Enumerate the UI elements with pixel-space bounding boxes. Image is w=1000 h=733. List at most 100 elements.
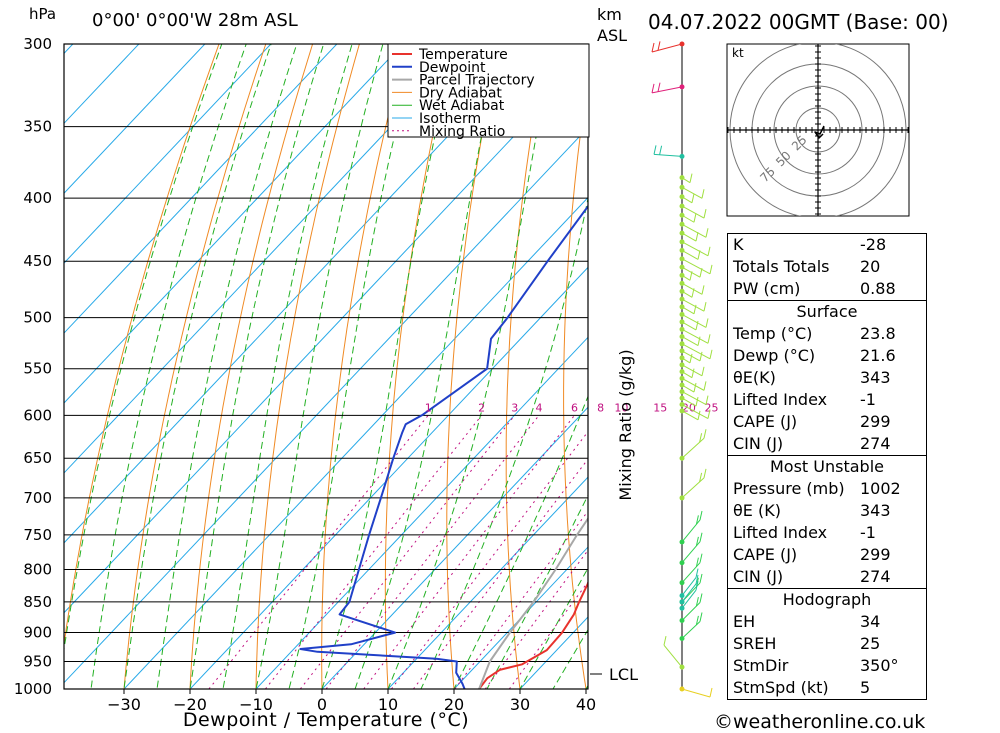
general-row: Totals Totals 20 — [728, 256, 926, 278]
hodo-value: 25 — [860, 634, 881, 653]
wind-barb-flag — [703, 208, 707, 219]
isotherm-line — [64, 44, 404, 404]
datetime-label: 04.07.2022 00GMT (Base: 00) — [648, 10, 949, 34]
wind-barb-staff — [681, 410, 699, 421]
general-label: Totals Totals — [733, 257, 830, 276]
wet-adiabat-line — [255, 44, 384, 689]
surface-value: 299 — [860, 412, 891, 431]
wind-barb-flag — [691, 368, 695, 378]
wind-barb-flag — [689, 271, 693, 281]
y-tick-label: 550 — [23, 360, 52, 378]
wind-barb-flag — [691, 193, 695, 203]
y-tick-label: 650 — [23, 449, 52, 467]
wet-adiabat-line — [222, 44, 353, 689]
wet-adiabat-line — [123, 44, 272, 689]
y-tick-label: 850 — [23, 593, 52, 611]
wind-barb-flag — [699, 573, 703, 584]
wind-barb-staff — [681, 196, 693, 204]
general-value: 20 — [860, 257, 881, 276]
mixing-ratio-tick-label: 4 — [536, 401, 543, 414]
wind-barb-staff — [681, 241, 709, 257]
wind-barb-flag — [695, 615, 699, 625]
isotherm-line — [64, 44, 272, 264]
wind-barb-flag — [693, 304, 697, 314]
isotherm-line — [321, 406, 588, 689]
wind-barb-staff — [681, 364, 703, 377]
y-tick-label: 500 — [23, 309, 52, 327]
wind-barb-staff — [651, 43, 683, 53]
surface-label: CIN (J) — [733, 434, 784, 453]
legend-label: Parcel Trajectory — [419, 73, 535, 89]
wind-barb-staff — [681, 371, 693, 379]
hodo-value: 5 — [860, 678, 871, 697]
mixing-ratio-tick-label: 2 — [478, 401, 485, 414]
hodograph-trace — [814, 125, 825, 139]
hodo-value: 34 — [860, 612, 881, 631]
wind-barb-flag — [699, 553, 703, 563]
x-tick-label: −30 — [107, 695, 141, 714]
wind-barb-flag — [699, 593, 703, 603]
x-tick-label: 0 — [317, 695, 327, 714]
wind-barb-staff — [681, 577, 697, 596]
lcl-label: LCL — [609, 665, 638, 684]
wet-adiabat-line — [453, 395, 588, 689]
wind-barb-flag — [699, 268, 703, 278]
x-axis-title: Dewpoint / Temperature (°C) — [183, 709, 469, 731]
wind-barb-flag — [695, 232, 699, 242]
wind-barb-flag — [695, 557, 699, 567]
legend-label: Isotherm — [419, 111, 481, 127]
wind-barb-flag — [699, 472, 703, 483]
surface-label: θE(K) — [733, 368, 776, 387]
general-indices-box: K -28 Totals Totals 20 PW (cm) 0.88 — [727, 233, 927, 301]
wind-barb-flag — [699, 433, 703, 443]
wind-barb-staff — [681, 583, 697, 603]
dewpoint-line — [299, 204, 588, 689]
mu-label: CAPE (J) — [733, 545, 798, 564]
y-tick-label: 350 — [23, 118, 52, 136]
mu-label: θE (K) — [733, 501, 781, 520]
wind-barb-staff — [681, 249, 699, 260]
surface-value: -1 — [860, 390, 876, 409]
legend-label: Dry Adiabat — [419, 85, 502, 101]
wind-barb-flag — [707, 334, 711, 344]
mu-label: Lifted Index — [733, 523, 828, 542]
isotherm-line — [64, 126, 588, 684]
wind-barb-staff — [681, 384, 695, 393]
temperature-line — [478, 580, 588, 689]
wind-barb-staff — [681, 266, 701, 278]
wind-barb-staff — [681, 357, 691, 364]
mixing-ratio-line — [265, 414, 482, 689]
wind-barb-staff — [681, 313, 707, 328]
mixing-ratio-tick-label: 25 — [705, 401, 719, 414]
wind-barb-flag — [653, 145, 657, 155]
hodograph-title: Hodograph — [782, 590, 872, 609]
wind-barb-staff — [681, 377, 705, 391]
surface-label: Lifted Index — [733, 390, 828, 409]
general-label: PW (cm) — [733, 279, 801, 298]
copyright-link[interactable]: ©weatheronline.co.uk — [714, 711, 926, 733]
mu-row: Lifted Index -1 — [728, 522, 926, 544]
mixing-ratio-tick-label: 6 — [571, 401, 578, 414]
wind-barb-flag — [651, 83, 655, 93]
mixing-ratio-axis-title: Mixing Ratio (g/kg) — [616, 349, 635, 500]
wind-barb-flag — [697, 250, 701, 260]
x-tick-label: −10 — [239, 695, 273, 714]
wind-barb-staff — [681, 298, 705, 312]
wind-barb-flag — [689, 353, 693, 364]
wind-barb-flag — [705, 228, 709, 238]
wind-barb-staff — [681, 274, 691, 281]
surface-row: CAPE (J) 299 — [728, 411, 926, 433]
asl-unit-label: ASL — [597, 26, 628, 45]
wind-barb-flag — [695, 320, 699, 331]
wind-barb-flag — [663, 636, 667, 646]
wind-barb-staff — [681, 282, 703, 295]
wind-barb-staff — [681, 437, 705, 459]
wet-adiabat-line — [387, 44, 555, 689]
wet-adiabat-line — [420, 196, 588, 689]
x-tick-label: 30 — [510, 695, 530, 714]
general-label: K — [733, 235, 744, 254]
wind-barb-flag — [651, 42, 655, 53]
legend-label: Temperature — [418, 47, 508, 63]
wind-barb-column — [651, 41, 713, 698]
